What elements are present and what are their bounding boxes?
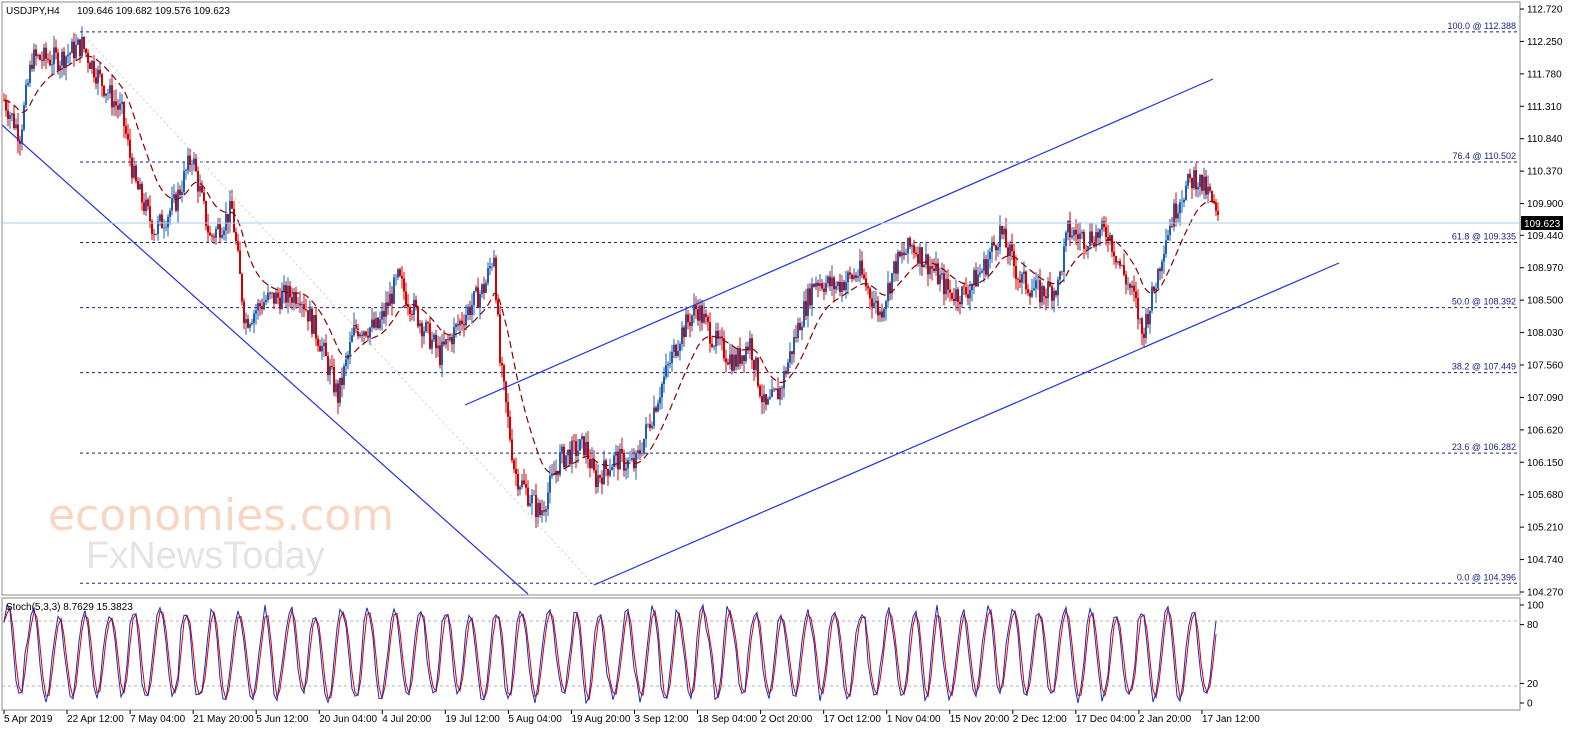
price-tick-label: 104.270 [1527,588,1564,599]
price-tick-label: 112.250 [1527,37,1563,48]
price-tick-label: 111.780 [1527,69,1562,80]
price-tick-label: 105.680 [1527,490,1564,501]
time-tick-label: 19 Jul 12:00 [445,714,500,725]
fib-level-label: 100.0 @ 112.388 [1447,21,1516,31]
time-tick-label: 15 Nov 20:00 [950,714,1010,725]
price-tick-label: 110.840 [1527,134,1563,145]
price-tick-label: 108.030 [1527,328,1564,339]
time-tick-label: 19 Aug 20:00 [571,714,630,725]
time-tick-label: 2 Jan 20:00 [1139,714,1192,725]
price-tick-label: 110.370 [1527,167,1563,178]
time-tick-label: 17 Oct 12:00 [824,714,882,725]
watermark-line2: FxNewsToday [86,535,325,577]
time-tick-label: 2 Oct 20:00 [761,714,813,725]
time-tick-label: 5 Apr 2019 [4,714,53,725]
price-tick-label: 108.970 [1527,263,1564,274]
time-tick-label: 3 Sep 12:00 [635,714,689,725]
price-tick-label: 107.090 [1527,393,1564,404]
time-tick-label: 18 Sep 04:00 [698,714,758,725]
price-tick-label: 104.740 [1527,555,1564,566]
channel-lower-line[interactable] [593,262,1340,586]
watermark-line1: economies.com [48,490,394,541]
time-tick-label: 21 May 20:00 [193,714,254,725]
price-axis: 112.720 112.250 111.780 111.310 110.840 110.3… [1520,5,1564,599]
fibonacci-levels: 100.0 @ 112.388 76.4 @ 110.502 61.8 @ 109.… [80,21,1520,584]
symbol-label: USDJPY,H4 [6,6,60,17]
stochastic-oscillator [2,603,1520,705]
price-tick-label: 109.900 [1527,199,1564,210]
stoch-tick-label: 0 [1527,699,1533,710]
fib-level-label: 0.0 @ 104.396 [1457,572,1516,582]
stoch-label: Stoch(5,3,3) 8.7629 15.3823 [6,602,133,613]
time-tick-label: 5 Aug 04:00 [508,714,562,725]
stoch-axis: 100 80 20 0 [1520,601,1544,710]
time-tick-label: 2 Dec 12:00 [1013,714,1067,725]
time-tick-label: 17 Dec 04:00 [1076,714,1136,725]
price-candles [3,26,1219,528]
current-price-value: 109.623 [1524,219,1561,230]
price-tick-label: 111.310 [1527,102,1562,113]
stoch-main-line [3,603,1217,705]
price-tick-label: 108.500 [1527,296,1564,307]
price-tick-label: 109.440 [1527,231,1564,242]
watermark: economies.com FxNewsToday [48,490,394,577]
price-tick-label: 106.150 [1527,458,1564,469]
downtrend-line[interactable] [1,124,529,595]
stoch-tick-label: 20 [1527,679,1539,690]
price-tick-label: 106.620 [1527,425,1564,436]
dotted-retracement-line [81,32,595,586]
time-tick-label: 22 Apr 12:00 [67,714,124,725]
channel-upper-line[interactable] [464,78,1214,406]
time-tick-label: 4 Jul 20:00 [382,714,431,725]
fib-level-label: 23.6 @ 106.282 [1452,442,1516,452]
stoch-tick-label: 80 [1527,620,1539,631]
fib-level-label: 76.4 @ 110.502 [1452,151,1516,161]
moving-average-line [3,55,1219,475]
price-tick-label: 107.560 [1527,361,1564,372]
time-tick-label: 7 May 04:00 [130,714,185,725]
time-tick-label: 20 Jun 04:00 [319,714,377,725]
stoch-panel-border [1,597,1521,711]
stoch-tick-label: 100 [1527,601,1544,612]
fib-level-label: 50.0 @ 108.392 [1452,297,1516,307]
current-price-badge: 109.623 [1521,216,1563,230]
time-tick-label: 5 Jun 12:00 [256,714,309,725]
price-tick-label: 112.720 [1527,5,1563,16]
time-tick-label: 1 Nov 04:00 [887,714,941,725]
ohlc-readout: 109.646 109.682 109.576 109.623 [77,6,230,17]
fib-level-label: 38.2 @ 107.449 [1452,362,1516,372]
main-panel-border [1,1,1521,596]
time-axis: 5 Apr 2019 22 Apr 12:00 7 May 04:00 21 May … [3,710,1260,725]
fib-level-label: 61.8 @ 109.335 [1452,232,1516,242]
stoch-signal-line [3,606,1217,702]
price-tick-label: 105.210 [1527,523,1564,534]
time-tick-label: 17 Jan 12:00 [1202,714,1260,725]
